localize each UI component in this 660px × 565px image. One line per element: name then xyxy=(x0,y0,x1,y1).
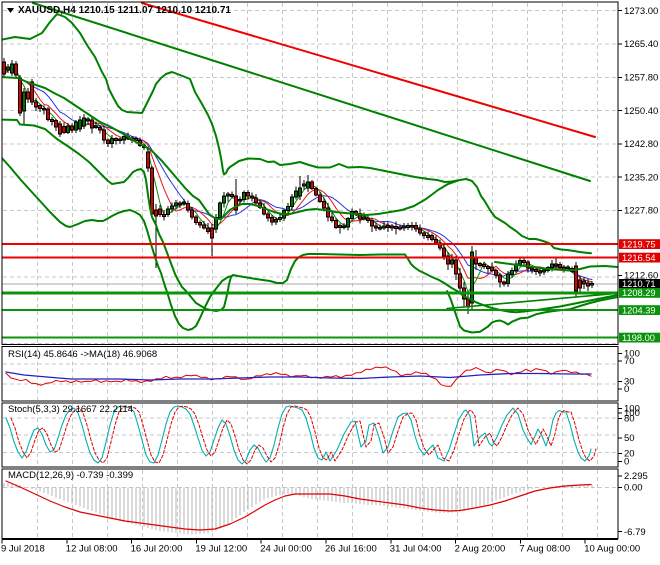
svg-text:24 Jul 00:00: 24 Jul 00:00 xyxy=(260,544,312,555)
svg-text:1204.39: 1204.39 xyxy=(622,305,656,315)
svg-text:26 Jul 16:00: 26 Jul 16:00 xyxy=(325,544,377,555)
svg-text:100: 100 xyxy=(624,349,640,360)
svg-text:1198.00: 1198.00 xyxy=(622,333,655,343)
svg-text:70: 70 xyxy=(624,356,635,367)
svg-text:-6.79: -6.79 xyxy=(624,527,646,538)
svg-text:1212.60: 1212.60 xyxy=(624,271,658,282)
svg-text:XAUUSD,H4 1210.15 1211.07 121: XAUUSD,H4 1210.15 1211.07 1210.10 1210.7… xyxy=(18,5,231,16)
svg-text:0: 0 xyxy=(624,457,629,468)
svg-text:2.295: 2.295 xyxy=(624,471,648,482)
svg-text:1242.80: 1242.80 xyxy=(624,139,658,150)
svg-text:1210.71: 1210.71 xyxy=(622,279,656,289)
svg-text:1265.40: 1265.40 xyxy=(624,39,658,50)
svg-text:1250.40: 1250.40 xyxy=(624,106,658,117)
svg-text:1219.75: 1219.75 xyxy=(622,239,656,249)
svg-text:Stoch(5,3,3) 29.1667 22.2114: Stoch(5,3,3) 29.1667 22.2114 xyxy=(8,404,133,415)
svg-text:100: 100 xyxy=(624,408,640,419)
svg-text:16 Jul 20:00: 16 Jul 20:00 xyxy=(131,544,183,555)
svg-text:31 Jul 04:00: 31 Jul 04:00 xyxy=(390,544,442,555)
svg-text:100: 100 xyxy=(624,404,640,415)
svg-text:1227.80: 1227.80 xyxy=(624,206,658,217)
svg-text:7 Aug 08:00: 7 Aug 08:00 xyxy=(519,544,570,555)
svg-text:10 Aug 00:00: 10 Aug 00:00 xyxy=(584,544,640,555)
svg-text:80: 80 xyxy=(624,414,635,425)
svg-text:1216.54: 1216.54 xyxy=(622,253,656,263)
svg-text:9 Jul 2018: 9 Jul 2018 xyxy=(1,544,45,555)
svg-text:12 Jul 08:00: 12 Jul 08:00 xyxy=(66,544,118,555)
svg-text:20: 20 xyxy=(624,449,635,460)
svg-text:RSI(14) 45.8646 ->MA(18) 46.9: RSI(14) 45.8646 ->MA(18) 46.9068 xyxy=(8,349,157,360)
svg-text:MACD(12,26,9) -0.739 -0.399: MACD(12,26,9) -0.739 -0.399 xyxy=(8,470,133,481)
svg-text:0.00: 0.00 xyxy=(624,483,643,494)
svg-text:2 Aug 20:00: 2 Aug 20:00 xyxy=(455,544,506,555)
svg-text:1235.20: 1235.20 xyxy=(624,172,658,183)
svg-text:1273.00: 1273.00 xyxy=(624,6,658,17)
svg-text:50: 50 xyxy=(624,433,635,444)
svg-text:1257.80: 1257.80 xyxy=(624,73,658,84)
svg-text:1208.29: 1208.29 xyxy=(622,288,656,298)
svg-text:0: 0 xyxy=(624,384,629,395)
svg-text:30: 30 xyxy=(624,377,635,388)
svg-text:19 Jul 12:00: 19 Jul 12:00 xyxy=(195,544,247,555)
